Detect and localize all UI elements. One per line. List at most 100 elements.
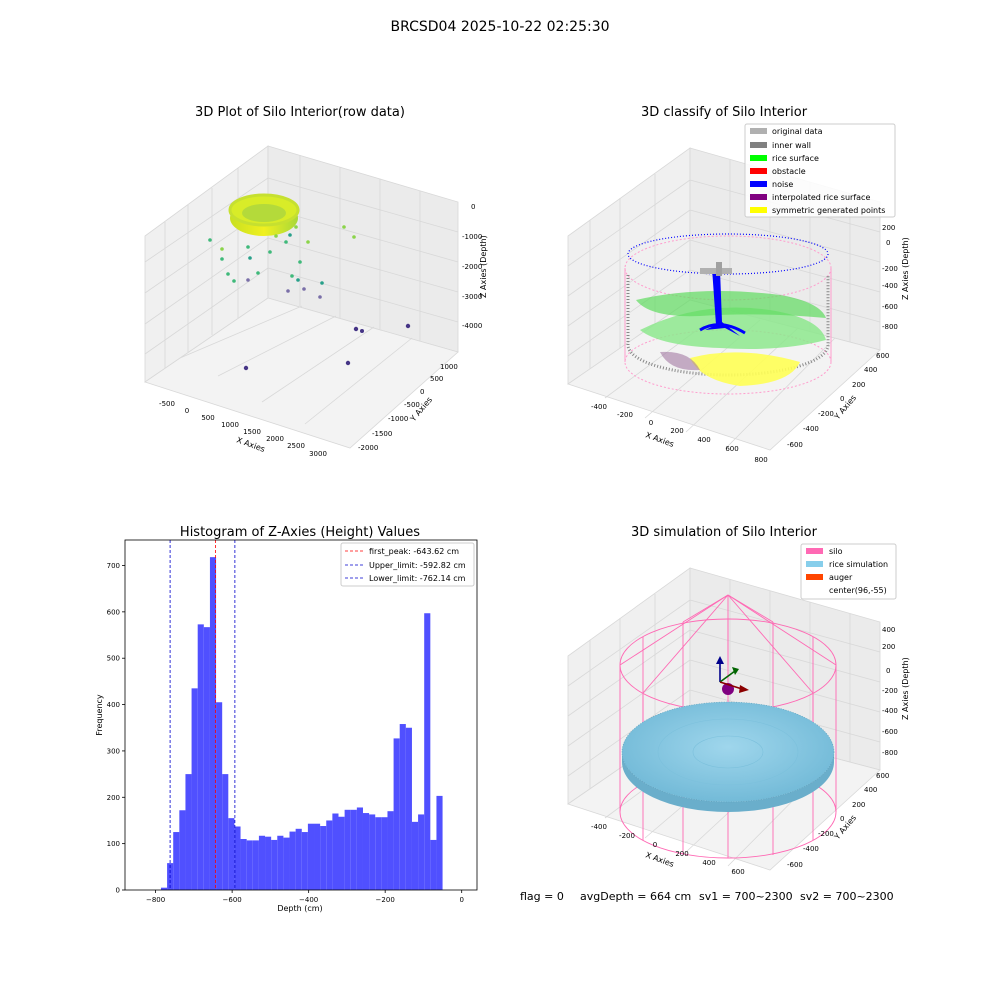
classify-z-label: Z Axies (Depth) bbox=[901, 237, 910, 300]
histogram-y-tick-label: 100 bbox=[107, 840, 120, 848]
legend-label: rice surface bbox=[772, 154, 819, 163]
classify-z-tick: -200 bbox=[882, 265, 898, 273]
histogram-y-tick-label: 200 bbox=[107, 794, 120, 802]
legend-swatch bbox=[750, 168, 767, 174]
simulation-y-ticks: 600 400 200 0 -200 -400 -600 bbox=[787, 772, 889, 869]
classify-x-tick: 0 bbox=[649, 419, 653, 427]
raw-point-cloud bbox=[208, 193, 411, 371]
histogram-bar bbox=[430, 839, 437, 890]
histogram-bar bbox=[216, 702, 223, 890]
classify-legend: original data inner wall rice surface ob… bbox=[744, 123, 896, 218]
simulation-y-tick: -600 bbox=[787, 861, 803, 869]
legend-swatch bbox=[750, 155, 767, 161]
histogram-bar bbox=[160, 887, 168, 890]
legend-item-rice-surface: rice surface bbox=[750, 154, 819, 163]
classify-x-tick: 600 bbox=[725, 445, 738, 453]
histogram-bar bbox=[314, 823, 321, 890]
histogram-reference-lines bbox=[169, 540, 236, 890]
classify-y-tick: 400 bbox=[864, 366, 877, 374]
histogram-bar bbox=[369, 814, 376, 890]
legend-label: inner wall bbox=[772, 141, 811, 150]
histogram-y-tick-label: 700 bbox=[107, 562, 120, 570]
classify-y-tick: 600 bbox=[876, 352, 889, 360]
legend-label: first_peak: -643.62 cm bbox=[369, 547, 459, 556]
raw-x-ticks: -500 0 500 1000 1500 2000 2500 3000 bbox=[159, 400, 327, 458]
legend-item-rice-simulation: rice simulation bbox=[806, 560, 888, 569]
simulation-legend: silo rice simulation auger center(96,-55… bbox=[800, 543, 897, 600]
raw-z-label: Z Axies (Depth) bbox=[479, 235, 488, 298]
histogram-bar bbox=[191, 688, 198, 890]
simulation-y-label: Y Axies bbox=[832, 813, 858, 842]
simulation-z-tick: -200 bbox=[882, 687, 898, 695]
histogram-x-label: Depth (cm) bbox=[277, 904, 322, 913]
histogram-legend: first_peak: -643.62 cm Upper_limit: -592… bbox=[340, 542, 475, 587]
raw-x-tick: 0 bbox=[185, 407, 189, 415]
histogram-bar bbox=[173, 832, 180, 890]
simulation-y-tick: 400 bbox=[864, 786, 877, 794]
classify-x-tick: 800 bbox=[754, 456, 767, 464]
classify-y-tick: -400 bbox=[803, 425, 819, 433]
footer-flag: flag = 0 bbox=[520, 890, 564, 903]
histogram-bar bbox=[203, 627, 210, 890]
classify-x-tick: 200 bbox=[670, 427, 683, 435]
histogram-bar bbox=[436, 795, 443, 890]
raw-x-tick: 2500 bbox=[287, 442, 305, 450]
raw-x-tick: 1000 bbox=[221, 421, 239, 429]
histogram-bar bbox=[418, 814, 425, 890]
histogram-bar bbox=[295, 828, 302, 890]
simulation-z-tick: -800 bbox=[882, 749, 898, 757]
classify-z-tick: -400 bbox=[882, 282, 898, 290]
raw-y-tick: -500 bbox=[404, 401, 420, 409]
histogram-x-tick-label: −600 bbox=[223, 896, 242, 904]
legend-label: auger bbox=[829, 573, 853, 582]
raw-y-tick: -2000 bbox=[358, 444, 378, 452]
classify-point-cloud bbox=[624, 233, 832, 395]
histogram-bar bbox=[179, 810, 186, 890]
legend-label: noise bbox=[772, 180, 793, 189]
histogram-bar bbox=[301, 832, 308, 890]
raw-z-tick: -1000 bbox=[462, 233, 482, 241]
classify-y-tick: 200 bbox=[852, 381, 865, 389]
raw-y-label: Y Axies bbox=[408, 395, 434, 424]
classify-x-tick: -200 bbox=[617, 411, 633, 419]
raw-y-tick: 1000 bbox=[440, 363, 458, 371]
legend-swatch bbox=[750, 142, 767, 148]
histogram-title: Histogram of Z-Axies (Height) Values bbox=[180, 525, 420, 540]
simulation-x-tick: -400 bbox=[591, 823, 607, 831]
legend-item-center: center(96,-55) bbox=[829, 586, 887, 595]
simulation-z-tick: -600 bbox=[882, 728, 898, 736]
histogram-axes-frame bbox=[124, 539, 478, 891]
histogram-y-label: Frequency bbox=[95, 694, 104, 736]
histogram-bar bbox=[240, 839, 247, 890]
footer-status: flag = 0 avgDepth = 664 cm sv1 = 700~230… bbox=[520, 890, 894, 903]
legend-swatch bbox=[806, 561, 823, 567]
histogram-bar bbox=[411, 821, 419, 890]
legend-item-auger: auger bbox=[806, 573, 853, 582]
histogram-panel: Histogram of Z-Axies (Height) Values −80… bbox=[95, 525, 478, 913]
classify-x-tick: 400 bbox=[697, 436, 710, 444]
histogram-bar bbox=[252, 840, 259, 890]
raw-z-tick: -2000 bbox=[462, 263, 482, 271]
raw-x-tick: 3000 bbox=[309, 450, 327, 458]
legend-label: Upper_limit: -592.82 cm bbox=[369, 561, 466, 570]
simulation-auger bbox=[716, 656, 749, 695]
histogram-bar bbox=[405, 727, 412, 890]
histogram-bar bbox=[271, 839, 278, 890]
classify-z-tick: -600 bbox=[882, 303, 898, 311]
histogram-bar bbox=[350, 809, 357, 890]
histogram-bar bbox=[362, 813, 370, 890]
histogram-bar bbox=[338, 816, 345, 890]
legend-swatch bbox=[806, 548, 823, 554]
raw-x-label: X Axies bbox=[235, 435, 266, 454]
histogram-bars bbox=[160, 557, 443, 890]
simulation-x-ticks: -400 -200 0 200 400 600 bbox=[591, 823, 745, 876]
panel-simulation-3d: 3D simulation of Silo Interior bbox=[567, 525, 910, 876]
simulation-x-tick: 600 bbox=[731, 868, 744, 876]
raw-z-tick: -4000 bbox=[462, 322, 482, 330]
histogram-bar bbox=[283, 837, 290, 890]
classify-y-tick: -600 bbox=[787, 441, 803, 449]
footer-sv1: sv1 = 700~2300 bbox=[699, 890, 793, 903]
raw-y-ticks: 1000 500 0 -500 -1000 -1500 -2000 bbox=[358, 363, 458, 452]
histogram-bar bbox=[326, 820, 333, 890]
legend-item-inner-wall: inner wall bbox=[750, 141, 811, 150]
